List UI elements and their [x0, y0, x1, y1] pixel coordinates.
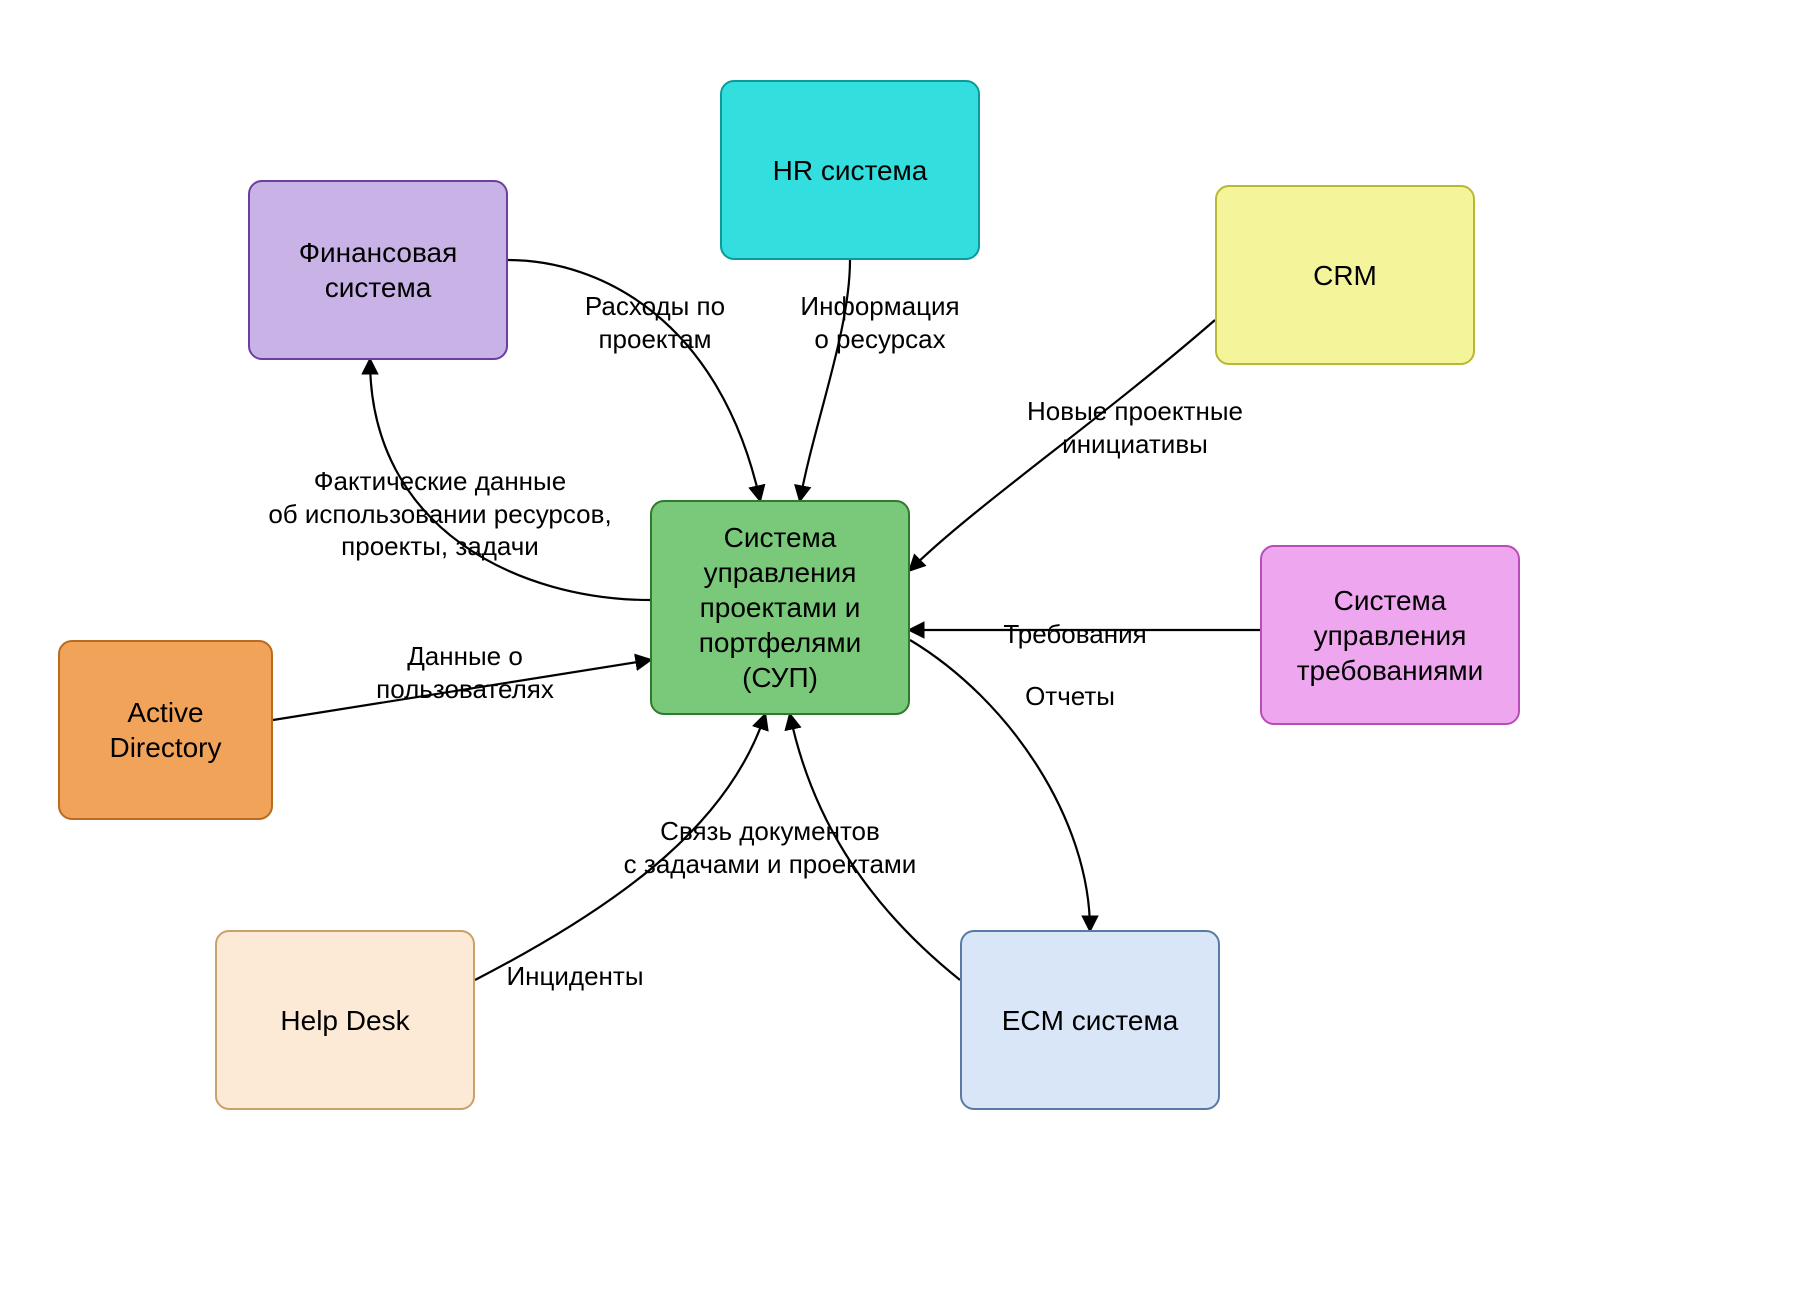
edge-label-e_finance_out: Расходы по проектам	[555, 290, 755, 355]
node-crm: CRM	[1215, 185, 1475, 365]
node-hr: HR система	[720, 80, 980, 260]
node-helpdesk: Help Desk	[215, 930, 475, 1110]
edge-e_crm	[910, 320, 1215, 570]
edge-label-e_req: Требования	[985, 618, 1165, 651]
edge-e_finance_out	[508, 260, 760, 500]
edge-label-e_hr: Информация о ресурсах	[780, 290, 980, 355]
edge-label-e_helpdesk: Инциденты	[495, 960, 655, 993]
diagram-canvas: Расходы по проектам Фактические данные об…	[0, 0, 1800, 1313]
edge-e_helpdesk	[475, 715, 765, 980]
edge-e_ad	[273, 660, 650, 720]
edge-e_ecm_out	[790, 715, 960, 980]
edge-label-e_crm: Новые проектные инициативы	[1005, 395, 1265, 460]
edge-label-e_ecm_out: Связь документов с задачами и проектами	[600, 815, 940, 880]
node-req: Система управления требованиями	[1260, 545, 1520, 725]
node-finance: Финансовая система	[248, 180, 508, 360]
edge-label-e_ecm_in: Отчеты	[1010, 680, 1130, 713]
edge-label-e_ad: Данные о пользователях	[355, 640, 575, 705]
edge-e_hr	[800, 260, 850, 500]
edge-e_finance_in	[370, 360, 650, 600]
node-center: Система управления проектами и портфелям…	[650, 500, 910, 715]
edge-e_ecm_in	[910, 640, 1090, 930]
edge-label-e_finance_in: Фактические данные об использовании ресу…	[240, 465, 640, 563]
node-ad: Active Directory	[58, 640, 273, 820]
node-ecm: ECM система	[960, 930, 1220, 1110]
